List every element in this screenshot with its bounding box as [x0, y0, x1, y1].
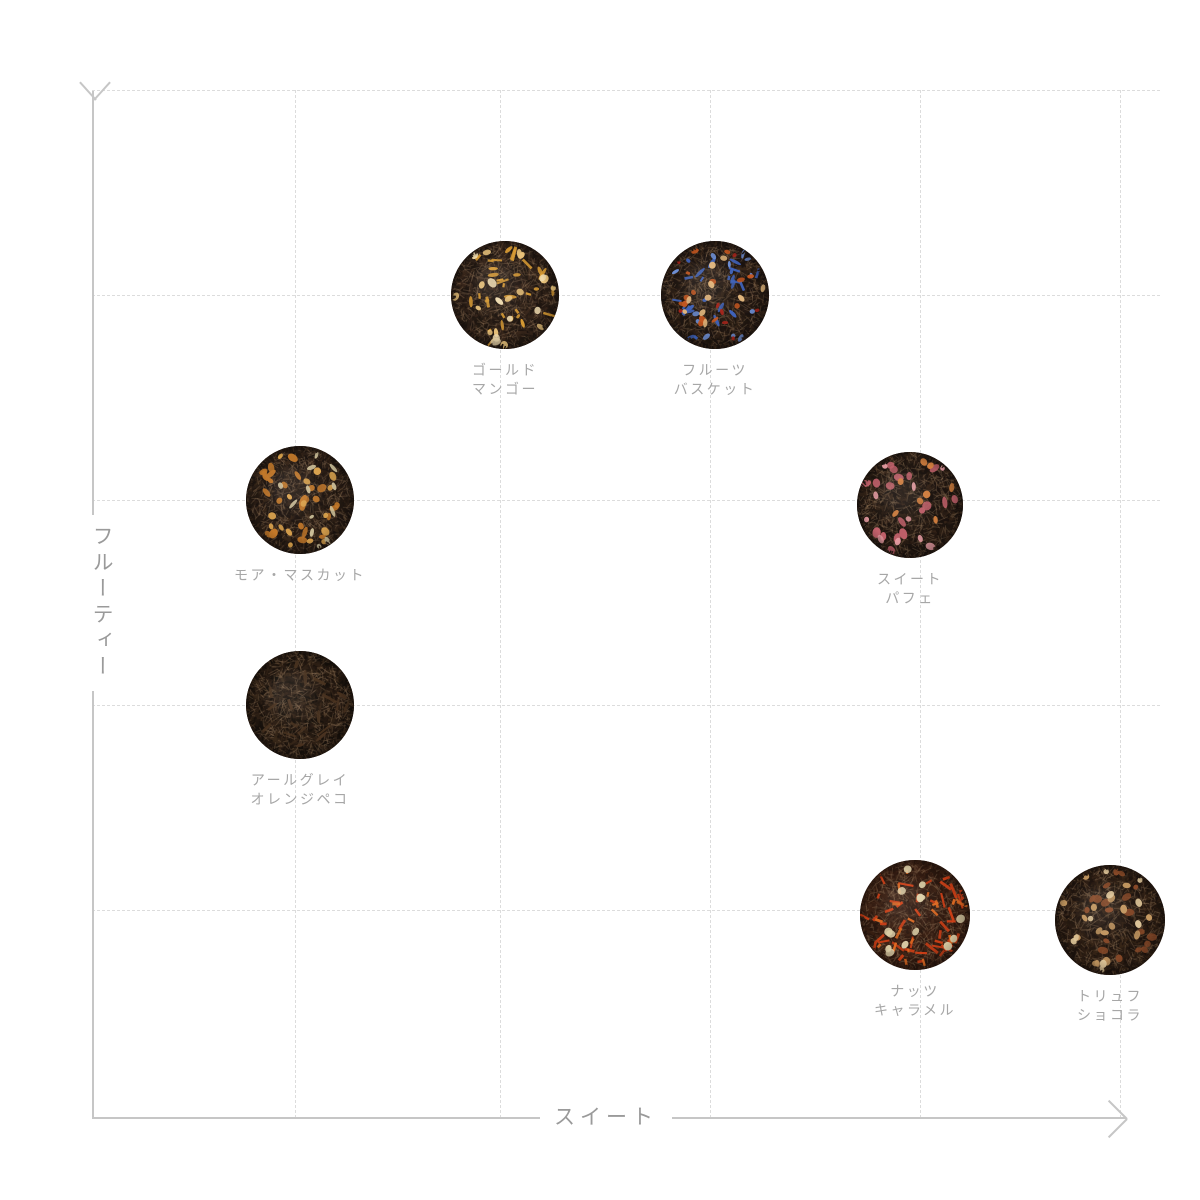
- tea-leaf-canvas: [246, 446, 354, 554]
- gridline-horizontal-4: [92, 295, 1160, 296]
- tea-leaf-image-more-muscat[interactable]: [246, 446, 354, 554]
- tea-leaf-image-gold-mango[interactable]: [451, 241, 559, 349]
- data-point-truffle-chocolat[interactable]: トリュフ ショコラ: [1055, 865, 1165, 1023]
- data-point-label-gold-mango: ゴールド マンゴー: [472, 362, 538, 397]
- tea-leaf-image-fruits-basket[interactable]: [661, 241, 769, 349]
- data-point-sweet-parfait[interactable]: スイート パフェ: [857, 452, 963, 606]
- gridline-vertical-2: [500, 90, 501, 1118]
- tea-leaf-image-nuts-caramel[interactable]: [860, 860, 970, 970]
- tea-leaf-image-earl-grey[interactable]: [246, 651, 354, 759]
- tea-leaf-canvas: [1055, 865, 1165, 975]
- data-point-fruits-basket[interactable]: フルーツ バスケット: [661, 241, 769, 397]
- data-point-label-fruits-basket: フルーツ バスケット: [673, 362, 757, 397]
- data-point-label-truffle-chocolat: トリュフ ショコラ: [1077, 988, 1143, 1023]
- gridline-horizontal-1: [92, 910, 1160, 911]
- gridline-vertical-3: [710, 90, 711, 1118]
- data-point-gold-mango[interactable]: ゴールド マンゴー: [451, 241, 559, 397]
- tea-leaf-canvas: [451, 241, 559, 349]
- data-point-label-earl-grey: アールグレイ オレンジペコ: [250, 772, 350, 807]
- gridline-horizontal-2: [92, 705, 1160, 706]
- tea-leaf-canvas: [860, 860, 970, 970]
- tea-leaf-image-truffle-chocolat[interactable]: [1055, 865, 1165, 975]
- data-point-more-muscat[interactable]: モア・マスカット: [234, 446, 364, 583]
- x-axis-label: スイート: [540, 1099, 672, 1137]
- gridline-horizontal-3: [92, 500, 1160, 501]
- y-axis-label: フルーティー: [72, 515, 116, 691]
- tea-leaf-canvas: [661, 241, 769, 349]
- data-point-label-sweet-parfait: スイート パフェ: [877, 571, 943, 606]
- data-point-nuts-caramel[interactable]: ナッツ キャラメル: [860, 860, 970, 1018]
- gridline-horizontal-5: [92, 90, 1160, 91]
- gridline-vertical-1: [295, 90, 296, 1118]
- gridline-vertical-4: [920, 90, 921, 1118]
- tea-leaf-image-sweet-parfait[interactable]: [857, 452, 963, 558]
- tea-leaf-canvas: [857, 452, 963, 558]
- tea-leaf-canvas: [246, 651, 354, 759]
- data-point-earl-grey[interactable]: アールグレイ オレンジペコ: [246, 651, 354, 807]
- data-point-label-nuts-caramel: ナッツ キャラメル: [873, 983, 957, 1018]
- gridline-vertical-5: [1120, 90, 1121, 1118]
- data-point-label-more-muscat: モア・マスカット: [234, 567, 366, 583]
